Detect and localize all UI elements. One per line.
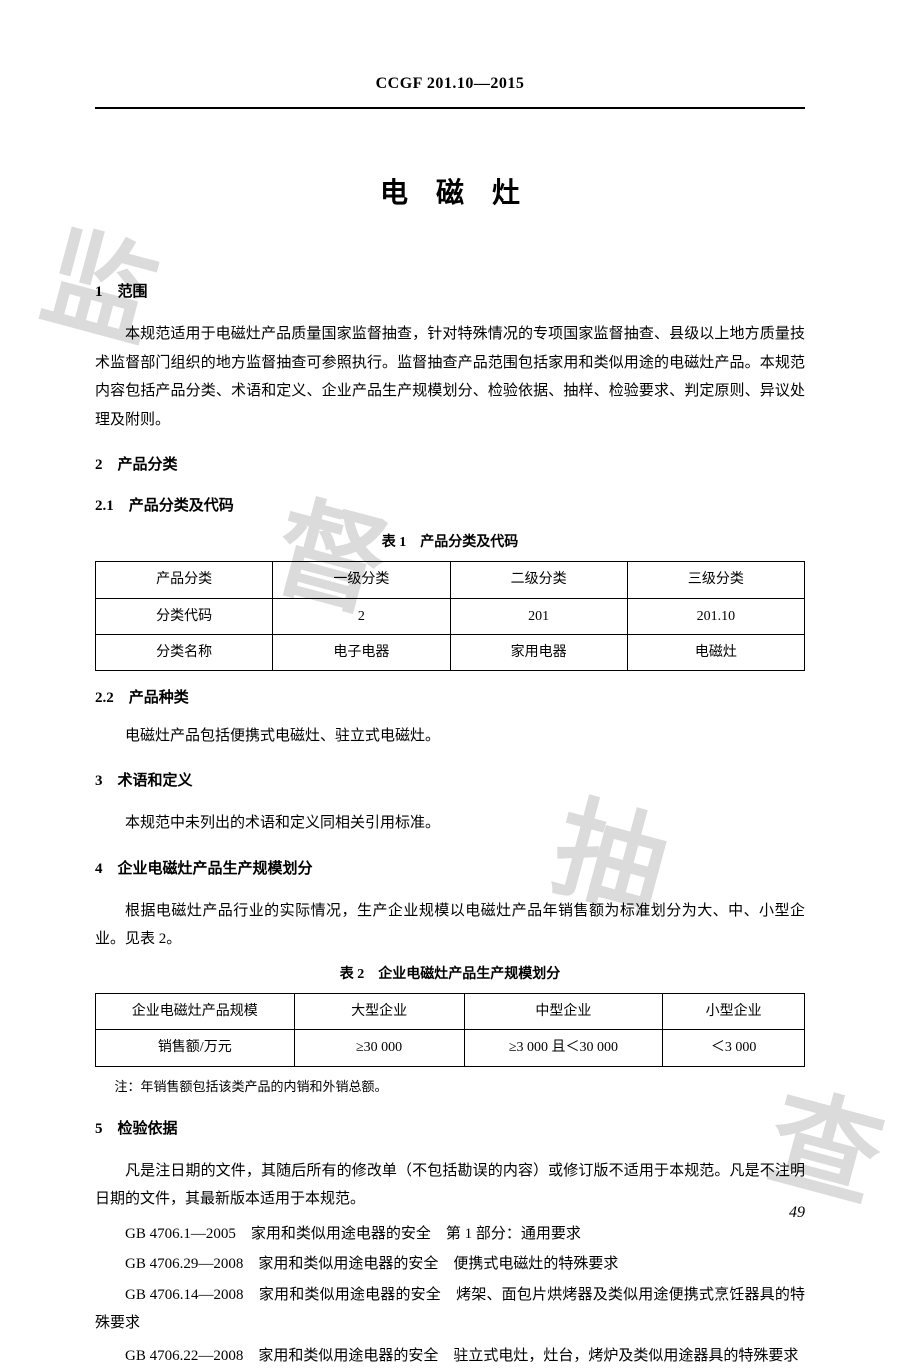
table-cell: ＜3 000 bbox=[663, 1030, 805, 1066]
section-4-txt: 企业电磁灶产品生产规模划分 bbox=[118, 861, 313, 877]
section-5-txt: 检验依据 bbox=[118, 1121, 178, 1137]
table-row: 产品分类 一级分类 二级分类 三级分类 bbox=[96, 562, 805, 598]
section-3-txt: 术语和定义 bbox=[118, 773, 193, 789]
table-cell: 电磁灶 bbox=[627, 634, 804, 670]
section-4-num: 4 bbox=[95, 861, 103, 877]
section-2-1-heading: 2.1 产品分类及代码 bbox=[95, 493, 805, 520]
table-cell: 2 bbox=[273, 598, 450, 634]
section-5-ref-3: GB 4706.14—2008 家用和类似用途电器的安全 烤架、面包片烘烤器及类… bbox=[95, 1281, 805, 1338]
table-cell: 一级分类 bbox=[273, 562, 450, 598]
section-5-ref-4: GB 4706.22—2008 家用和类似用途电器的安全 驻立式电灶，灶台，烤炉… bbox=[95, 1342, 805, 1370]
section-5-para: 凡是注日期的文件，其随后所有的修改单（不包括勘误的内容）或修订版不适用于本规范。… bbox=[95, 1157, 805, 1214]
section-2-2-para: 电磁灶产品包括便携式电磁灶、驻立式电磁灶。 bbox=[95, 722, 805, 751]
section-2-num: 2 bbox=[95, 457, 103, 473]
table-cell: 201 bbox=[450, 598, 627, 634]
table-cell: 201.10 bbox=[627, 598, 804, 634]
table-1: 产品分类 一级分类 二级分类 三级分类 分类代码 2 201 201.10 分类… bbox=[95, 561, 805, 671]
table-cell: 销售额/万元 bbox=[96, 1030, 295, 1066]
section-2-txt: 产品分类 bbox=[118, 457, 178, 473]
table-1-caption: 表 1 产品分类及代码 bbox=[95, 530, 805, 555]
section-1-para: 本规范适用于电磁灶产品质量国家监督抽查，针对特殊情况的专项国家监督抽查、县级以上… bbox=[95, 320, 805, 434]
table-cell: 产品分类 bbox=[96, 562, 273, 598]
table-2-note: 注：年销售额包括该类产品的内销和外销总额。 bbox=[95, 1075, 805, 1098]
section-3-num: 3 bbox=[95, 773, 103, 789]
table-row: 分类名称 电子电器 家用电器 电磁灶 bbox=[96, 634, 805, 670]
table-cell: ≥3 000 且＜30 000 bbox=[464, 1030, 663, 1066]
section-2-2-txt: 产品种类 bbox=[129, 690, 189, 706]
section-5-heading: 5 检验依据 bbox=[95, 1116, 805, 1143]
section-3-heading: 3 术语和定义 bbox=[95, 768, 805, 795]
section-5-ref-1: GB 4706.1—2005 家用和类似用途电器的安全 第 1 部分：通用要求 bbox=[95, 1220, 805, 1249]
table-row: 企业电磁灶产品规模 大型企业 中型企业 小型企业 bbox=[96, 994, 805, 1030]
table-row: 分类代码 2 201 201.10 bbox=[96, 598, 805, 634]
section-4-para: 根据电磁灶产品行业的实际情况，生产企业规模以电磁灶产品年销售额为标准划分为大、中… bbox=[95, 897, 805, 954]
section-1-heading: 1 范围 bbox=[95, 279, 805, 306]
table-cell: ≥30 000 bbox=[294, 1030, 464, 1066]
document-header-code: CCGF 201.10—2015 bbox=[95, 70, 805, 109]
section-3-para: 本规范中未列出的术语和定义同相关引用标准。 bbox=[95, 809, 805, 838]
section-2-heading: 2 产品分类 bbox=[95, 452, 805, 479]
table-cell: 企业电磁灶产品规模 bbox=[96, 994, 295, 1030]
document-title: 电磁灶 bbox=[95, 169, 805, 219]
table-2-caption: 表 2 企业电磁灶产品生产规模划分 bbox=[95, 962, 805, 987]
table-cell: 中型企业 bbox=[464, 994, 663, 1030]
table-cell: 分类代码 bbox=[96, 598, 273, 634]
table-2: 企业电磁灶产品规模 大型企业 中型企业 小型企业 销售额/万元 ≥30 000 … bbox=[95, 993, 805, 1066]
table-cell: 电子电器 bbox=[273, 634, 450, 670]
section-1-txt: 范围 bbox=[118, 284, 148, 300]
section-1-num: 1 bbox=[95, 284, 103, 300]
table-cell: 家用电器 bbox=[450, 634, 627, 670]
table-cell: 大型企业 bbox=[294, 994, 464, 1030]
table-cell: 分类名称 bbox=[96, 634, 273, 670]
table-cell: 小型企业 bbox=[663, 994, 805, 1030]
table-cell: 三级分类 bbox=[627, 562, 804, 598]
section-2-2-heading: 2.2 产品种类 bbox=[95, 685, 805, 712]
section-2-1-num: 2.1 bbox=[95, 498, 114, 514]
section-2-2-num: 2.2 bbox=[95, 690, 114, 706]
table-row: 销售额/万元 ≥30 000 ≥3 000 且＜30 000 ＜3 000 bbox=[96, 1030, 805, 1066]
section-2-1-txt: 产品分类及代码 bbox=[129, 498, 234, 514]
section-5-num: 5 bbox=[95, 1121, 103, 1137]
section-4-heading: 4 企业电磁灶产品生产规模划分 bbox=[95, 856, 805, 883]
section-5-ref-2: GB 4706.29—2008 家用和类似用途电器的安全 便携式电磁灶的特殊要求 bbox=[95, 1250, 805, 1279]
table-cell: 二级分类 bbox=[450, 562, 627, 598]
